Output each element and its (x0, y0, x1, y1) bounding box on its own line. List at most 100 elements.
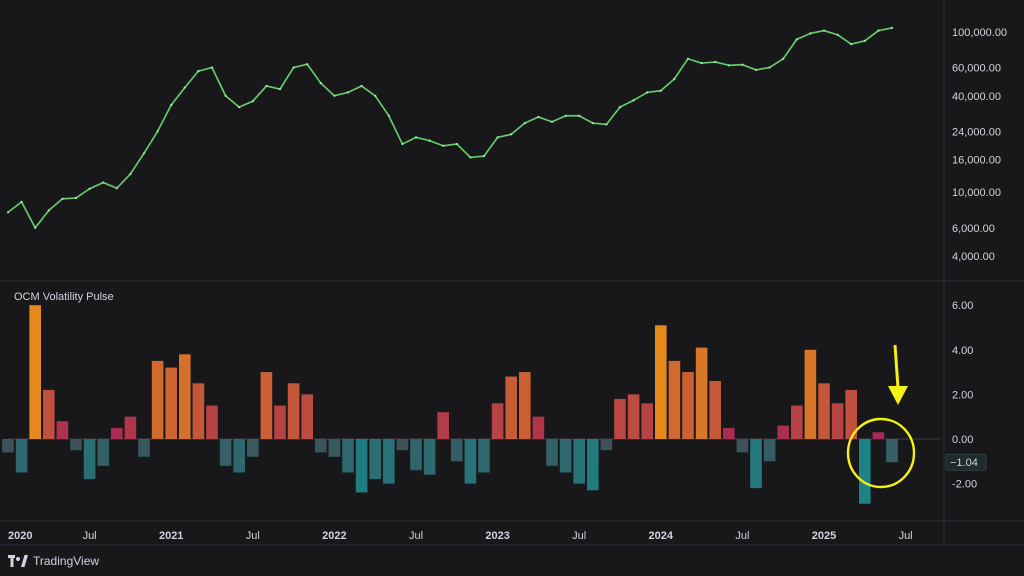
price-point[interactable] (469, 156, 472, 159)
oscillator-bar[interactable] (532, 416, 545, 439)
price-point[interactable] (863, 39, 866, 43)
oscillator-bar[interactable] (627, 394, 640, 439)
oscillator-bar[interactable] (2, 439, 14, 453)
oscillator-bar[interactable] (287, 383, 300, 440)
oscillator-bar[interactable] (777, 425, 789, 439)
price-point[interactable] (34, 226, 37, 229)
oscillator-bar[interactable] (791, 405, 803, 440)
price-point[interactable] (646, 91, 649, 94)
oscillator-bar[interactable] (600, 439, 613, 451)
price-point[interactable] (224, 94, 227, 97)
price-point[interactable] (251, 100, 254, 103)
price-point[interactable] (88, 187, 91, 190)
price-point[interactable] (727, 64, 730, 67)
price-point[interactable] (183, 86, 186, 89)
oscillator-bar[interactable] (451, 439, 463, 462)
price-point[interactable] (170, 104, 173, 107)
oscillator-bar[interactable] (641, 403, 653, 439)
price-point[interactable] (238, 106, 241, 109)
price-point[interactable] (442, 144, 445, 147)
price-point[interactable] (265, 84, 268, 88)
price-point[interactable] (700, 62, 703, 65)
oscillator-bar[interactable] (274, 405, 286, 440)
oscillator-bar[interactable] (56, 421, 69, 439)
price-point[interactable] (414, 136, 418, 139)
price-point[interactable] (510, 133, 513, 136)
oscillator-bar[interactable] (301, 394, 313, 439)
price-point[interactable] (741, 63, 744, 66)
price-point[interactable] (822, 29, 826, 32)
oscillator-bar[interactable] (342, 439, 354, 473)
oscillator-bar[interactable] (247, 439, 259, 457)
price-series-line[interactable] (7, 27, 893, 229)
oscillator-bar[interactable] (831, 403, 844, 439)
price-point[interactable] (877, 29, 880, 32)
price-point[interactable] (482, 155, 486, 158)
oscillator-bar[interactable] (423, 439, 436, 475)
indicator-title[interactable]: OCM Volatility Pulse (14, 291, 114, 303)
oscillator-axis[interactable]: 6.00 4.00 2.00 0.00 -2.00 −1.04 (945, 300, 987, 491)
price-point[interactable] (591, 122, 594, 125)
oscillator-bar[interactable] (695, 347, 708, 439)
oscillator-bar[interactable] (396, 439, 409, 451)
oscillator-bar[interactable] (886, 439, 898, 463)
price-point[interactable] (306, 63, 309, 66)
oscillator-bar[interactable] (260, 372, 273, 439)
oscillator-bar[interactable] (519, 372, 531, 439)
oscillator-bar[interactable] (97, 439, 109, 466)
oscillator-bar[interactable] (192, 383, 205, 440)
price-point[interactable] (714, 60, 717, 64)
price-point[interactable] (496, 136, 499, 139)
oscillator-bar[interactable] (709, 381, 721, 439)
oscillator-bar[interactable] (233, 439, 245, 473)
oscillator-bar[interactable] (151, 360, 164, 439)
oscillator-bar[interactable] (70, 439, 82, 451)
price-point[interactable] (537, 115, 540, 119)
price-point[interactable] (523, 122, 526, 125)
price-point[interactable] (61, 197, 64, 200)
oscillator-bar[interactable] (505, 376, 517, 439)
price-point[interactable] (605, 123, 608, 126)
oscillator-bar[interactable] (15, 439, 28, 473)
oscillator-bar[interactable] (546, 439, 558, 466)
oscillator-bar[interactable] (859, 439, 871, 504)
price-point[interactable] (47, 209, 50, 212)
oscillator-bar[interactable] (355, 439, 368, 493)
oscillator-bar[interactable] (573, 439, 585, 484)
time-axis[interactable]: 2020 Jul 2021 Jul 2022 Jul 2023 Jul 2024 Jul 2025 J… (8, 530, 913, 542)
price-point[interactable] (578, 114, 581, 117)
oscillator-bar[interactable] (668, 360, 681, 439)
price-point[interactable] (401, 142, 404, 146)
oscillator-bar[interactable] (179, 354, 191, 439)
price-point[interactable] (210, 66, 214, 69)
price-point[interactable] (550, 120, 554, 123)
price-point[interactable] (374, 94, 377, 97)
oscillator-bar[interactable] (165, 367, 177, 439)
oscillator-bar[interactable] (383, 439, 395, 484)
price-point[interactable] (129, 172, 132, 176)
price-point[interactable] (292, 66, 295, 69)
price-point[interactable] (795, 38, 798, 41)
oscillator-bar[interactable] (845, 389, 857, 439)
price-point[interactable] (890, 26, 894, 29)
oscillator-bar[interactable] (138, 439, 150, 457)
price-point[interactable] (333, 94, 336, 97)
price-point[interactable] (809, 32, 812, 35)
tradingview-brand[interactable]: TradingView (8, 554, 99, 568)
price-point[interactable] (319, 82, 322, 85)
oscillator-bar[interactable] (464, 439, 477, 484)
price-point[interactable] (6, 211, 10, 214)
price-point[interactable] (836, 33, 839, 36)
price-point[interactable] (659, 89, 662, 92)
oscillator-bar[interactable] (587, 439, 599, 491)
oscillator-bar[interactable] (682, 372, 694, 439)
oscillator-bar[interactable] (559, 439, 572, 473)
price-point[interactable] (564, 114, 567, 117)
oscillator-bar[interactable] (818, 383, 830, 440)
oscillator-bar[interactable] (736, 439, 749, 453)
oscillator-bar[interactable] (614, 398, 626, 439)
oscillator-bar[interactable] (478, 439, 490, 473)
price-point[interactable] (618, 106, 622, 109)
oscillator-bar[interactable] (124, 416, 137, 439)
